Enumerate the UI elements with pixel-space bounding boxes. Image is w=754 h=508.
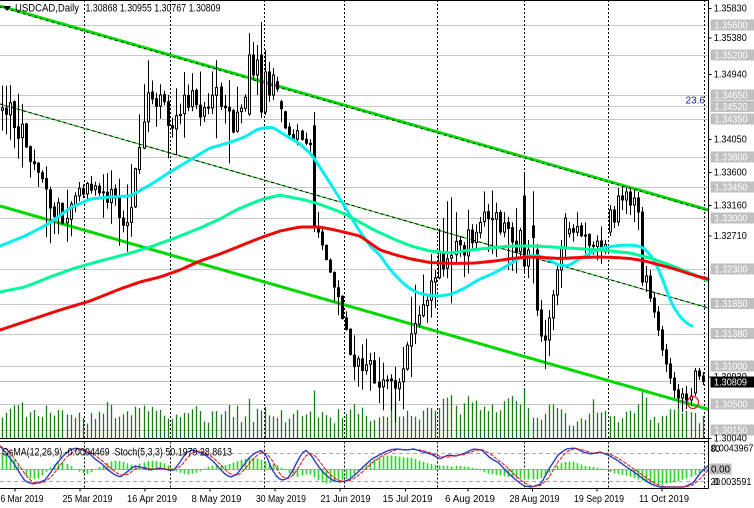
svg-text:1.33450: 1.33450	[715, 183, 748, 194]
svg-text:8 May 2019: 8 May 2019	[192, 494, 242, 505]
svg-text:25 Mar 2019: 25 Mar 2019	[63, 494, 113, 505]
svg-text:1.30040: 1.30040	[714, 434, 747, 445]
svg-text:28 Aug 2019: 28 Aug 2019	[510, 494, 560, 505]
svg-text:0.00: 0.00	[711, 465, 730, 476]
svg-text:1.32300: 1.32300	[715, 265, 748, 276]
svg-text:1.35830: 1.35830	[714, 4, 747, 15]
svg-text:1.34650: 1.34650	[715, 91, 748, 102]
svg-text:1.34940: 1.34940	[714, 70, 747, 81]
svg-text:1.30150: 1.30150	[715, 426, 748, 437]
svg-text:1.30809: 1.30809	[714, 378, 747, 389]
svg-text:30 May 2019: 30 May 2019	[256, 494, 306, 505]
svg-text:1.33800: 1.33800	[715, 153, 748, 164]
svg-text:1.32710: 1.32710	[714, 231, 747, 242]
svg-text:19 Sep 2019: 19 Sep 2019	[574, 494, 624, 505]
svg-text:1.33000: 1.33000	[715, 214, 748, 225]
svg-text:0.0043967: 0.0043967	[712, 444, 754, 455]
svg-text:1.31000: 1.31000	[715, 362, 748, 373]
svg-text:6 Aug 2019: 6 Aug 2019	[445, 494, 495, 505]
svg-text:6 Mar 2019: 6 Mar 2019	[1, 494, 44, 505]
svg-text:0.003591: 0.003591	[714, 477, 752, 488]
svg-text:OsMA(12,26,9) -0.0004469 Stoc: OsMA(12,26,9) -0.0004469 Stoch(5,3,3) 50…	[2, 447, 232, 459]
svg-text:1.30868 1.30955 1.30767 1.3080: 1.30868 1.30955 1.30767 1.30809	[86, 3, 221, 15]
svg-text:1.30500: 1.30500	[715, 400, 748, 411]
svg-text:21 Jun 2019: 21 Jun 2019	[321, 494, 371, 505]
svg-text:1.33160: 1.33160	[714, 201, 747, 212]
svg-text:23.6: 23.6	[686, 96, 706, 107]
svg-text:1.35380: 1.35380	[714, 33, 747, 44]
svg-text:USDCAD,Daily: USDCAD,Daily	[15, 3, 79, 15]
svg-text:1.35200: 1.35200	[715, 51, 748, 62]
svg-text:1.31380: 1.31380	[715, 329, 748, 340]
svg-text:11 Oct 2019: 11 Oct 2019	[639, 494, 689, 505]
svg-text:1.35600: 1.35600	[715, 21, 748, 32]
svg-text:1.31850: 1.31850	[715, 299, 748, 310]
svg-text:80: 80	[711, 444, 721, 455]
svg-text:1.34050: 1.34050	[714, 135, 747, 146]
svg-text:16 Apr 2019: 16 Apr 2019	[127, 494, 177, 505]
svg-text:1.34520: 1.34520	[715, 102, 748, 113]
svg-text:20: 20	[711, 477, 721, 488]
svg-text:1.34350: 1.34350	[715, 115, 748, 126]
svg-text:15 Jul 2019: 15 Jul 2019	[383, 494, 433, 505]
svg-text:1.33600: 1.33600	[714, 168, 747, 179]
